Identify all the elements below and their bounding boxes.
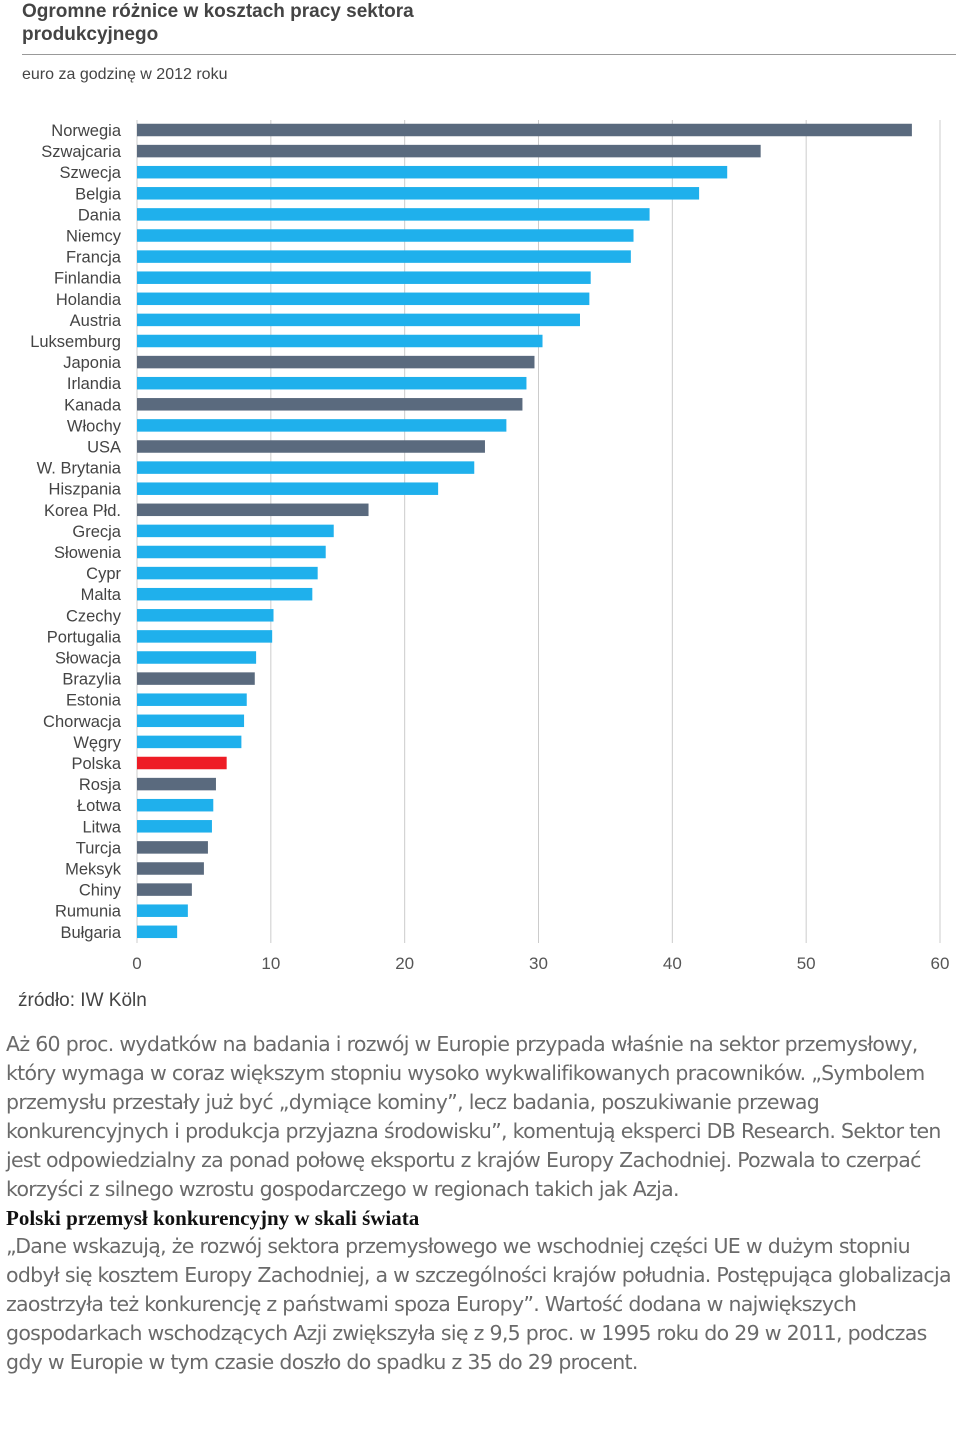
bar	[137, 292, 590, 306]
bar	[137, 862, 204, 875]
category-label: Meksyk	[65, 861, 122, 879]
bar	[137, 630, 273, 643]
category-label: Holandia	[56, 291, 122, 309]
category-label: Szwajcaria	[41, 143, 122, 161]
bar	[137, 714, 245, 728]
bar	[137, 524, 334, 538]
x-tick-label: 20	[395, 954, 414, 973]
bar	[137, 482, 439, 495]
category-label: Węgry	[73, 734, 121, 752]
category-label: Rumunia	[55, 903, 122, 921]
bar	[137, 693, 247, 706]
category-label: Belgia	[75, 185, 122, 203]
bar	[137, 419, 507, 432]
bar	[137, 820, 212, 833]
category-label: Japonia	[63, 354, 122, 372]
bar	[137, 756, 227, 770]
category-label: Turcja	[76, 839, 122, 857]
x-tick-label: 30	[529, 954, 548, 973]
chart-title: Ogromne różnice w kosztach pracy sektora…	[22, 1, 414, 45]
bar	[137, 398, 523, 411]
category-label: Luksemburg	[30, 333, 121, 351]
category-label: Finlandia	[54, 270, 122, 288]
bar	[137, 165, 728, 179]
bar-chart: 0 10 20 30 40 50 60 Norwegia Szwajcaria Szwecja Be…	[30, 120, 950, 973]
chart-source: źródło: IW Köln	[18, 990, 147, 1011]
category-label: Bułgaria	[60, 924, 121, 942]
article-heading: Polski przemysł konkurencyjny w skali św…	[6, 1206, 420, 1230]
bar	[137, 440, 485, 453]
bar	[137, 587, 313, 601]
category-label: Korea Płd.	[44, 502, 121, 520]
category-label: Polska	[71, 755, 121, 773]
bar	[137, 461, 475, 474]
category-label: Niemcy	[66, 228, 122, 246]
category-label: Słowenia	[54, 544, 122, 562]
article-paragraph: „Dane wskazują, że rozwój sektora przemy…	[6, 1234, 952, 1374]
bar	[137, 545, 326, 559]
category-label: Portugalia	[47, 628, 122, 646]
bar	[137, 798, 214, 812]
x-tick-label: 10	[261, 954, 280, 973]
bar	[137, 503, 369, 517]
category-label: Grecja	[72, 523, 121, 541]
category-label: Dania	[78, 206, 122, 224]
category-label: Norwegia	[51, 122, 122, 140]
category-label: Czechy	[66, 607, 122, 625]
bar	[137, 123, 912, 137]
article-body: Aż 60 proc. wydatków na badania i rozwój…	[6, 1030, 952, 1377]
x-tick-label: 40	[663, 954, 682, 973]
bar	[137, 651, 257, 664]
bar	[137, 735, 242, 749]
bar	[137, 883, 192, 896]
bar	[137, 208, 650, 221]
category-label: W. Brytania	[37, 460, 122, 478]
x-tick-label: 50	[797, 954, 816, 973]
category-label: Rosja	[79, 776, 122, 794]
bar	[137, 313, 580, 327]
bar	[137, 904, 188, 917]
category-label: Cypr	[86, 565, 121, 583]
category-label: Brazylia	[62, 671, 122, 689]
bar	[137, 144, 761, 158]
category-label: Włochy	[67, 417, 122, 435]
bar	[137, 777, 216, 791]
chart-subtitle: euro za godzinę w 2012 roku	[22, 66, 228, 83]
category-label: Irlandia	[67, 375, 122, 393]
category-label: Estonia	[66, 692, 122, 710]
bar	[137, 271, 591, 284]
category-label: Łotwa	[77, 797, 122, 815]
bar	[137, 566, 318, 580]
bar	[137, 672, 255, 685]
category-label: Chiny	[79, 882, 122, 900]
category-label: Słowacja	[55, 650, 122, 668]
category-label: Litwa	[82, 818, 121, 836]
bar	[137, 187, 700, 200]
category-label: Hiszpania	[49, 481, 122, 499]
x-tick-label: 0	[132, 954, 141, 973]
category-label: Austria	[70, 312, 122, 330]
category-label: Szwecja	[60, 164, 122, 182]
bar	[137, 229, 634, 242]
x-tick-label: 60	[931, 954, 950, 973]
category-label: USA	[87, 439, 121, 457]
bar	[137, 609, 274, 622]
bar	[137, 355, 535, 369]
bar	[137, 250, 631, 263]
category-label: Chorwacja	[43, 713, 122, 731]
bar	[137, 841, 208, 854]
title-divider	[22, 54, 956, 55]
article-paragraph: Aż 60 proc. wydatków na badania i rozwój…	[6, 1032, 941, 1201]
category-label: Kanada	[64, 396, 122, 414]
bar	[137, 925, 178, 939]
category-label: Malta	[81, 586, 122, 604]
category-label: Francja	[66, 249, 122, 267]
bar	[137, 376, 527, 390]
bar	[137, 334, 543, 348]
